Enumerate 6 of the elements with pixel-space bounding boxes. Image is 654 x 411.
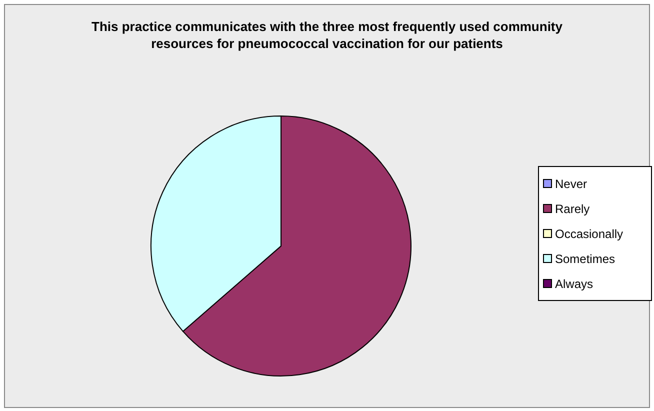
legend-label: Always — [555, 276, 594, 290]
legend-label: Never — [555, 176, 588, 190]
legend-label: Rarely — [555, 202, 590, 216]
chart-title: This practice communicates with the three most frequently used community resources for pneumococcal vaccination for our patients — [90, 18, 564, 52]
legend-label: Sometimes — [555, 252, 616, 266]
legend-label: Occasionally — [555, 226, 624, 240]
